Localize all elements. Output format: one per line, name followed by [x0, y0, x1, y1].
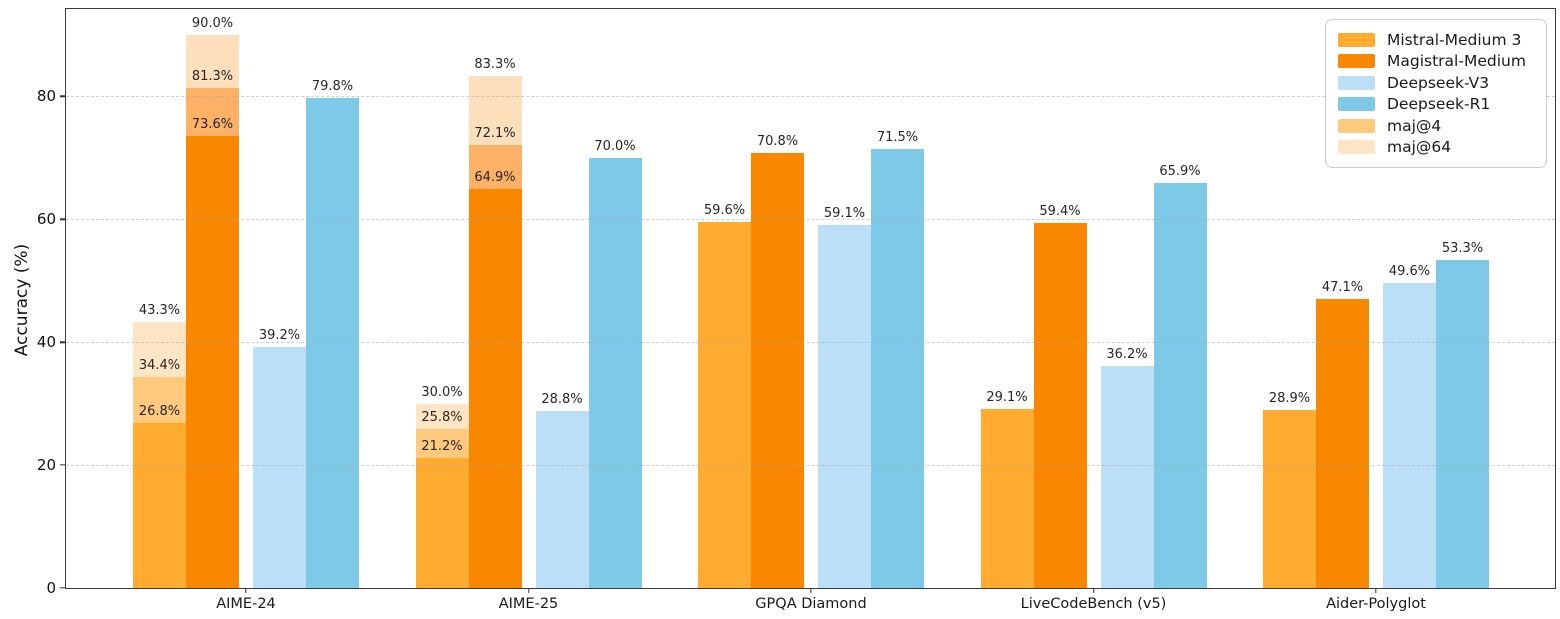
bar-deepseek-r1-aime-25: [588, 157, 642, 588]
x-tick-label-aime-24: AIME-24: [216, 596, 276, 612]
value-label-magistral-medium-aime-24: 73.6%: [191, 116, 234, 132]
legend-swatch-mistral-medium-3: [1338, 32, 1375, 47]
legend-label-deepseek-r1: Deepseek-R1: [1387, 95, 1491, 114]
x-tick-label-aime-25: AIME-25: [498, 596, 559, 612]
legend-swatch-maj-64: [1338, 140, 1375, 155]
legend-swatch-maj-4: [1338, 118, 1375, 133]
y-tick-label-0: 0: [46, 579, 56, 597]
bar-deepseek-v3-livecodebench-v5: [1100, 365, 1154, 588]
bar-magistral-medium-livecodebench-v5: [1033, 222, 1087, 588]
segment-maj-64-mistral-medium-3-aime-25: [415, 403, 469, 430]
y-tick-mark-0: [60, 587, 65, 589]
value-label-mistral-medium-3-aime-24: 26.8%: [138, 404, 181, 420]
value-label-magistral-medium-aime-25: 64.9%: [474, 170, 516, 186]
x-tick-mark-aime-25: [527, 588, 530, 593]
value-label-magistral-medium-gpqa-diamond: 70.8%: [756, 133, 799, 149]
bar-deepseek-r1-aime-24: [306, 97, 359, 588]
x-tick-mark-aider-polyglot: [1375, 588, 1377, 593]
x-tick-mark-gpqa-diamond: [810, 588, 812, 593]
value-label-deepseek-r1-gpqa-diamond: 71.5%: [876, 129, 919, 145]
segment-maj-64-magistral-medium-aime-24: [186, 34, 239, 89]
x-tick-label-livecodebench-v5: LiveCodeBench (v5): [1020, 596, 1167, 612]
bar-mistral-medium-3-livecodebench-v5: [980, 409, 1034, 588]
legend-item-deepseek-v3: Deepseek-V3: [1338, 72, 1534, 94]
segment-maj-4-mistral-medium-3-aime-24: [133, 376, 186, 424]
bar-mistral-medium-3-aime-24: [133, 423, 186, 588]
legend-label-maj-4: maj@4: [1387, 116, 1442, 135]
value-label-deepseek-r1-aider-polyglot: 53.3%: [1441, 241, 1484, 257]
value-label-mistral-medium-3-aime-25: 21.2%: [421, 438, 463, 454]
legend-label-magistral-medium: Magistral-Medium: [1387, 52, 1526, 71]
legend: Mistral-Medium 3 Magistral-Medium Deepseek…: [1325, 19, 1547, 168]
value-label-maj-4-mistral-medium-3-aime-25: 25.8%: [421, 410, 463, 426]
bar-mistral-medium-3-gpqa-diamond: [698, 221, 751, 588]
bar-mistral-medium-3-aider-polyglot: [1263, 410, 1316, 588]
legend-swatch-deepseek-r1: [1338, 97, 1375, 112]
segment-maj-64-mistral-medium-3-aime-24: [133, 321, 186, 377]
value-label-magistral-medium-aider-polyglot: 47.1%: [1321, 279, 1364, 295]
x-tick-mark-aime-24: [245, 588, 247, 593]
value-label-deepseek-v3-gpqa-diamond: 59.1%: [823, 205, 866, 221]
value-label-mistral-medium-3-livecodebench-v5: 29.1%: [986, 390, 1028, 406]
value-label-deepseek-r1-aime-25: 70.0%: [594, 138, 636, 154]
y-axis-title: Accuracy (%): [12, 243, 32, 357]
bar-deepseek-v3-aime-24: [253, 347, 306, 588]
y-tick-mark-20: [60, 464, 65, 466]
y-tick-mark-80: [60, 95, 65, 97]
x-tick-label-gpqa-diamond: GPQA Diamond: [755, 596, 867, 612]
value-label-deepseek-v3-aider-polyglot: 49.6%: [1388, 264, 1431, 280]
segment-maj-4-mistral-medium-3-aime-25: [415, 429, 469, 458]
gridline-60: [66, 219, 1555, 221]
y-tick-mark-60: [60, 218, 65, 220]
value-label-maj-64-magistral-medium-aime-24: 90.0%: [191, 15, 234, 31]
bar-mistral-medium-3-aime-25: [415, 457, 469, 588]
y-tick-label-60: 60: [36, 210, 56, 229]
bar-deepseek-v3-gpqa-diamond: [818, 224, 871, 588]
y-tick-mark-40: [60, 341, 65, 343]
bar-magistral-medium-gpqa-diamond: [751, 152, 804, 588]
legend-label-mistral-medium-3: Mistral-Medium 3: [1387, 30, 1522, 49]
legend-item-mistral-medium-3: Mistral-Medium 3: [1338, 29, 1534, 51]
legend-swatch-deepseek-v3: [1338, 75, 1375, 90]
value-label-maj-4-magistral-medium-aime-24: 81.3%: [191, 69, 234, 85]
value-label-maj-64-mistral-medium-3-aime-24: 43.3%: [138, 302, 181, 318]
bar-deepseek-r1-aider-polyglot: [1436, 260, 1489, 588]
value-label-magistral-medium-livecodebench-v5: 59.4%: [1039, 203, 1081, 219]
bar-deepseek-r1-livecodebench-v5: [1153, 182, 1207, 588]
bar-magistral-medium-aider-polyglot: [1316, 298, 1369, 588]
plot-area: Mistral-Medium 3 Magistral-Medium Deepseek…: [37, 8, 1556, 612]
value-label-maj-4-mistral-medium-3-aime-24: 34.4%: [138, 357, 181, 373]
value-label-maj-4-magistral-medium-aime-25: 72.1%: [474, 125, 516, 141]
segment-maj-4-magistral-medium-aime-24: [186, 88, 239, 136]
bar-deepseek-v3-aider-polyglot: [1383, 283, 1436, 588]
legend-item-magistral-medium: Magistral-Medium: [1338, 51, 1534, 73]
bar-magistral-medium-aime-24: [186, 135, 239, 588]
legend-label-deepseek-v3: Deepseek-V3: [1387, 73, 1490, 92]
bar-deepseek-v3-aime-25: [535, 410, 589, 588]
legend-item-maj-4: maj@4: [1338, 115, 1534, 137]
value-label-deepseek-r1-aime-24: 79.8%: [311, 78, 354, 94]
value-label-maj-64-magistral-medium-aime-25: 83.3%: [474, 57, 516, 72]
y-tick-label-20: 20: [36, 456, 56, 475]
x-tick-label-aider-polyglot: Aider-Polyglot: [1326, 596, 1426, 612]
value-label-mistral-medium-3-aider-polyglot: 28.9%: [1268, 391, 1311, 407]
value-label-maj-64-mistral-medium-3-aime-25: 30.0%: [421, 384, 463, 400]
value-label-mistral-medium-3-gpqa-diamond: 59.6%: [703, 202, 746, 218]
bar-magistral-medium-aime-25: [468, 189, 522, 588]
value-label-deepseek-v3-aime-24: 39.2%: [258, 328, 301, 344]
legend-swatch-magistral-medium: [1338, 54, 1375, 69]
legend-label-maj-64: maj@64: [1387, 138, 1452, 157]
legend-item-maj-64: maj@64: [1338, 137, 1534, 159]
y-tick-label-80: 80: [36, 87, 56, 106]
legend-item-deepseek-r1: Deepseek-R1: [1338, 94, 1534, 116]
x-tick-mark-livecodebench-v5: [1092, 588, 1095, 593]
value-label-deepseek-v3-aime-25: 28.8%: [541, 391, 583, 407]
bar-deepseek-r1-gpqa-diamond: [871, 148, 924, 588]
y-tick-label-40: 40: [36, 333, 56, 352]
value-label-deepseek-r1-livecodebench-v5: 65.9%: [1159, 163, 1201, 179]
value-label-deepseek-v3-livecodebench-v5: 36.2%: [1106, 346, 1148, 362]
segment-maj-64-magistral-medium-aime-25: [468, 76, 522, 145]
segment-maj-4-magistral-medium-aime-25: [468, 144, 522, 190]
